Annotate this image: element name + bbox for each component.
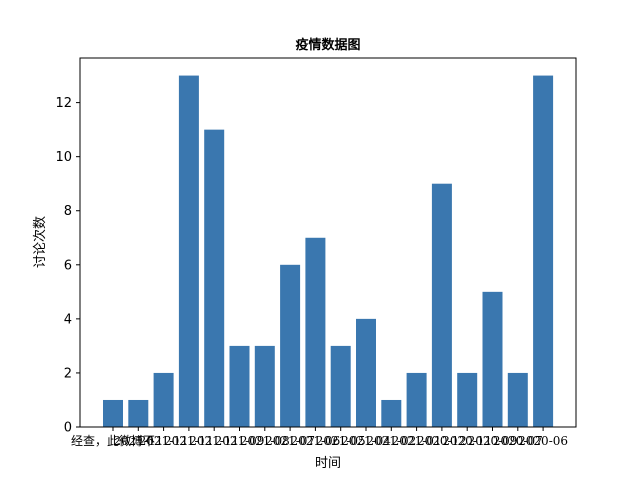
y-axis-label: 讨论次数 — [32, 216, 48, 268]
bar — [381, 399, 402, 427]
y-tick-label: 10 — [55, 150, 72, 165]
x-tick-label: 2021-08 — [240, 434, 290, 448]
y-tick-label: 0 — [64, 421, 72, 436]
x-tick-label: 2021-06 — [290, 434, 340, 448]
x-tick-label: 2020-09 — [468, 434, 518, 448]
x-tick-label: 2021-11 — [139, 434, 189, 448]
bar — [178, 75, 199, 427]
plot-frame — [79, 57, 577, 428]
x-tick-label: 2021-02 — [366, 434, 416, 448]
bar — [280, 264, 301, 427]
x-axis-label: 时间 — [315, 456, 341, 471]
bar — [153, 372, 174, 427]
bar — [305, 237, 326, 427]
chart-title: 疫情数据图 — [295, 37, 360, 53]
x-tick-label: 2020-07 — [493, 434, 543, 448]
x-tick-label: 2021-11 — [164, 434, 214, 448]
bar — [229, 345, 250, 427]
bar — [330, 345, 351, 427]
x-tick-label: 2020-12 — [417, 434, 467, 448]
bar — [204, 129, 225, 427]
bar — [254, 345, 275, 427]
y-tick-label: 12 — [55, 96, 72, 111]
x-tick-label: 2020-11 — [442, 434, 492, 448]
bar — [533, 75, 554, 427]
x-tick-label: 2021-05 — [316, 434, 366, 448]
bar — [356, 318, 376, 427]
y-tick-label: 2 — [64, 366, 72, 381]
bar — [406, 372, 427, 427]
x-tick-label: 经查，此微博不 — [71, 433, 155, 448]
y-tick-label: 8 — [64, 204, 72, 219]
bar — [431, 183, 452, 427]
bar — [457, 372, 478, 427]
y-tick-label: 4 — [64, 312, 72, 327]
x-tick-label: 2021-07 — [265, 434, 315, 448]
bar — [482, 291, 503, 427]
x-tick-label: 2021-11 — [113, 434, 163, 448]
x-tick-label: 2021-04 — [341, 434, 391, 448]
y-axis-ticks: 0 2 4 6 8 10 12 — [55, 96, 80, 436]
bar — [128, 399, 149, 427]
x-tick-label: 2021-11 — [189, 434, 239, 448]
x-axis-ticks: 经查，此微博不2021-112021-112021-112021-112021-… — [71, 427, 568, 448]
bars-group — [103, 75, 554, 427]
x-tick-label: 2020-06 — [518, 434, 568, 448]
y-tick-label: 6 — [64, 258, 72, 273]
x-tick-label: 2021-01 — [392, 434, 442, 448]
bar — [507, 372, 528, 427]
bar — [103, 399, 123, 427]
x-tick-label: 2021-09 — [215, 434, 265, 448]
